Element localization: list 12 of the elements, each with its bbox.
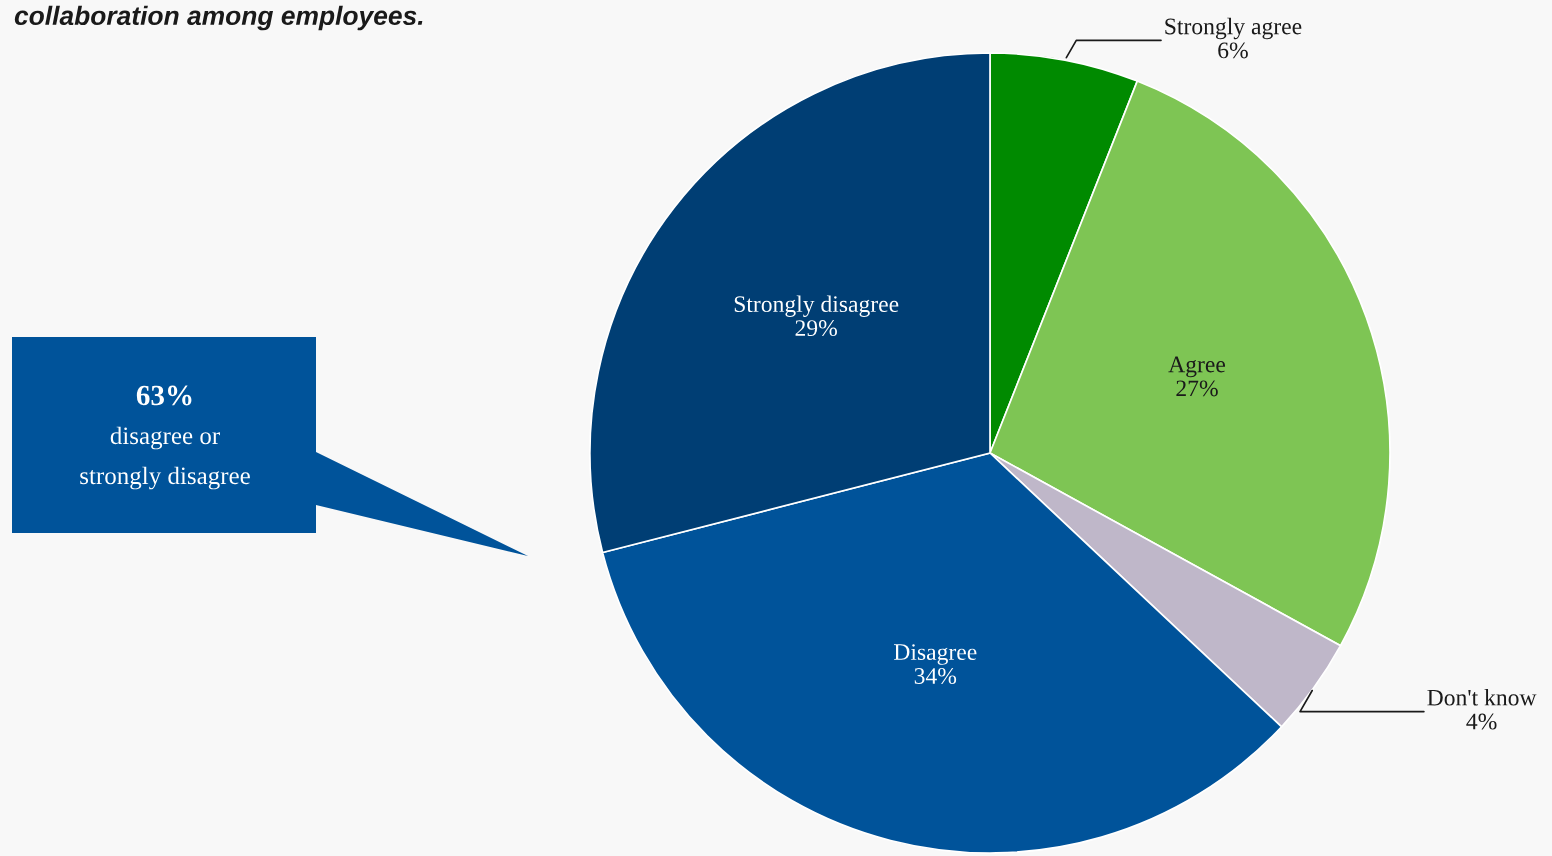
slice-label: Strongly agree (1165, 17, 1302, 40)
data-label: 27% (1176, 380, 1218, 397)
slice-label: Don't know (1427, 688, 1537, 706)
data-label: 29% (795, 320, 837, 337)
data-label: 4% (1466, 713, 1497, 730)
slice-label: Strongly disagree (734, 295, 899, 317)
text: collaboration among employees. (14, 5, 423, 31)
slice-label: Agree (1168, 356, 1226, 378)
slice-label: Disagree (894, 644, 977, 665)
data-label: 6% (1218, 42, 1248, 59)
data-label: 34% (914, 668, 957, 685)
text: 63% disagree or strongly disagree (80, 385, 250, 490)
